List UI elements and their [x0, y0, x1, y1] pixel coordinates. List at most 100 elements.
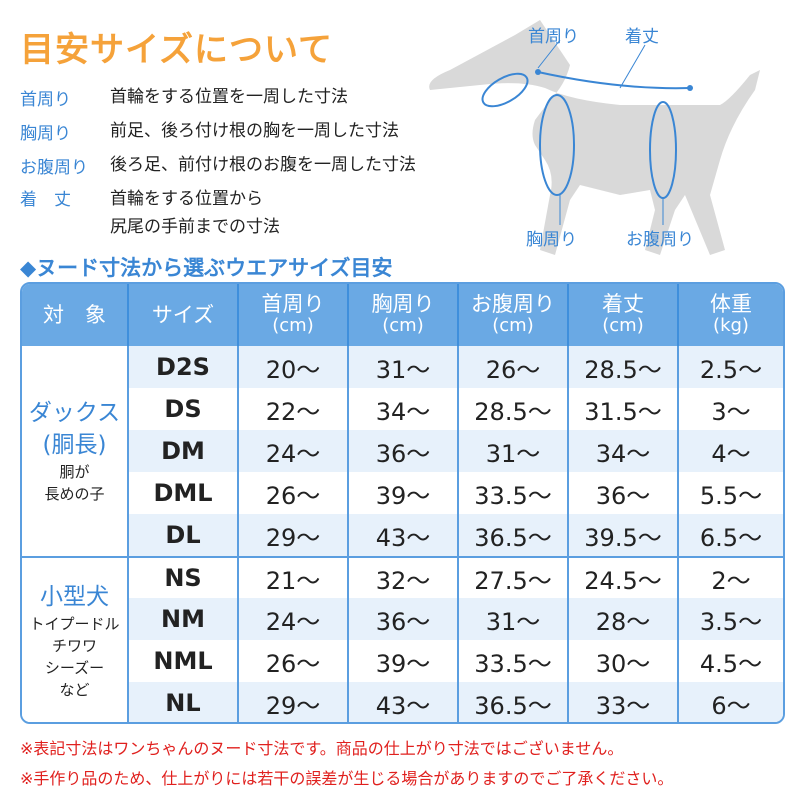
- size-cell: NS: [129, 556, 239, 598]
- value-cell: 36〜: [569, 472, 679, 514]
- value-cell: 31〜: [349, 346, 459, 388]
- value-cell: 29〜: [239, 682, 349, 722]
- header-label: 胸周り: [371, 292, 435, 316]
- value-cell: 3〜: [711, 397, 751, 426]
- value-cell: 31〜: [459, 430, 569, 472]
- header-label: 対 象: [43, 303, 106, 327]
- table-title: ◆ヌード寸法から選ぶウエアサイズ目安: [20, 256, 393, 280]
- label-neck: 首周り: [528, 27, 579, 47]
- term: お腹周り: [20, 157, 88, 178]
- size-table: 対 象サイズ 首周り (cm) 胸周り (cm) お腹周り (cm) 着丈 (cm) 体重 (kg)…: [20, 282, 785, 724]
- value-cell: 28.5〜: [459, 388, 569, 430]
- value-cell: 21〜: [239, 556, 349, 598]
- group-examples: 胴が 長めの子: [44, 463, 105, 503]
- term: 胸周り: [20, 123, 71, 144]
- value-cell: 31〜: [459, 598, 569, 640]
- value-cell: 33.5〜: [459, 472, 569, 514]
- definition-item: 首周り 首輪をする位置を一周した寸法: [20, 80, 416, 114]
- value-cell: 3.5〜: [679, 598, 783, 640]
- table-header-cell: 着丈 (cm): [569, 284, 679, 346]
- dog-diagram-illustration: [429, 20, 760, 255]
- value-cell: 24〜: [239, 430, 349, 472]
- group-name: 小型犬: [40, 584, 109, 610]
- value-cell: 28〜: [569, 598, 679, 640]
- value-cell: 39〜: [349, 640, 459, 682]
- table-header-cell: 胸周り (cm): [349, 284, 459, 346]
- label-belly: お腹周り: [626, 230, 694, 250]
- definition-item: 着 丈 首輪をする位置から 尻尾の手前までの寸法: [20, 182, 416, 242]
- value-cell: 39.5〜: [569, 514, 679, 556]
- header-unit: (cm): [272, 315, 314, 336]
- value-cell: 24.5〜: [569, 556, 679, 598]
- header-unit: (kg): [713, 315, 749, 336]
- label-length: 着丈: [625, 27, 659, 47]
- value-cell: 4.5〜: [699, 649, 763, 678]
- value-cell: 31.5〜: [569, 388, 679, 430]
- size-cell: DM: [129, 430, 239, 472]
- value-cell: 36.5〜: [459, 514, 569, 556]
- value-cell: 28.5〜: [569, 346, 679, 388]
- description: 後ろ足、前付け根のお腹を一周した寸法: [110, 155, 416, 175]
- definition-item: 胸周り 前足、後ろ付け根の胸を一周した寸法: [20, 114, 416, 148]
- header-label: サイズ: [151, 303, 215, 327]
- header-label: 体重: [710, 292, 752, 316]
- page-title: 目安サイズについて: [20, 30, 333, 70]
- value-cell: 34〜: [349, 388, 459, 430]
- table-header-cell: 対 象: [22, 284, 129, 346]
- value-cell: 29〜: [239, 514, 349, 556]
- description: 首輪をする位置から 尻尾の手前までの寸法: [110, 189, 280, 237]
- value-cell: 22〜: [239, 388, 349, 430]
- value-cell: 30〜: [569, 640, 679, 682]
- group-examples: トイプードル チワワ シーズー など: [29, 615, 120, 699]
- note: ※表記寸法はワンちゃんのヌード寸法です。商品の仕上がり寸法ではございません。: [20, 739, 624, 758]
- term: 着 丈: [20, 190, 71, 210]
- size-cell: NML: [129, 640, 239, 682]
- value-cell: 36〜: [349, 430, 459, 472]
- header-unit: (cm): [602, 315, 644, 336]
- size-cell: NM: [129, 598, 239, 640]
- note: ※手作り品のため、仕上がりには若干の誤差が生じる場合がありますのでご了承ください…: [20, 769, 674, 788]
- header-label: 首周り: [261, 292, 325, 316]
- description: 首輪をする位置を一周した寸法: [110, 87, 348, 107]
- notes: ※表記寸法はワンちゃんのヌード寸法です。商品の仕上がり寸法ではございません。 ※…: [20, 734, 673, 794]
- group-cell: ダックス (胴長) 胴が 長めの子: [22, 346, 129, 556]
- value-cell: 20〜: [239, 346, 349, 388]
- table-header-cell: 体重 (kg): [679, 284, 783, 346]
- term: 首周り: [20, 89, 71, 110]
- value-cell: 33.5〜: [459, 640, 569, 682]
- group-cell: 小型犬トイプードル チワワ シーズー など: [22, 556, 129, 722]
- definitions-list: 首周り 首輪をする位置を一周した寸法 胸周り 前足、後ろ付け根の胸を一周した寸法 お…: [20, 80, 416, 242]
- header-label: 着丈: [602, 292, 644, 316]
- value-cell: 43〜: [349, 514, 459, 556]
- table-header-cell: サイズ: [129, 284, 239, 346]
- value-cell: 26〜: [239, 472, 349, 514]
- value-cell: 27.5〜: [459, 556, 569, 598]
- definition-item: お腹周り 後ろ足、前付け根のお腹を一周した寸法: [20, 148, 416, 182]
- size-cell: DS: [129, 388, 239, 430]
- value-cell: 34〜: [569, 430, 679, 472]
- value-cell: 43〜: [349, 682, 459, 722]
- label-chest: 胸周り: [526, 230, 577, 250]
- value-cell: 6.5〜: [679, 514, 783, 556]
- size-cell: NL: [129, 682, 239, 722]
- value-cell: 5.5〜: [699, 481, 763, 510]
- value-cell: 36〜: [349, 598, 459, 640]
- value-cell: 6〜: [679, 682, 783, 722]
- value-cell: 36.5〜: [459, 682, 569, 722]
- header-unit: (cm): [492, 315, 534, 336]
- table-header-cell: 首周り (cm): [239, 284, 349, 346]
- size-cell: DML: [129, 472, 239, 514]
- size-cell: D2S: [129, 346, 239, 388]
- value-cell: 26〜: [459, 346, 569, 388]
- value-cell: 24〜: [239, 598, 349, 640]
- header-unit: (cm): [382, 315, 424, 336]
- value-cell: 4〜: [679, 430, 783, 472]
- value-cell: 32〜: [349, 556, 459, 598]
- value-cell: 2.5〜: [679, 346, 783, 388]
- header-label: お腹周り: [471, 292, 555, 316]
- value-cell: 26〜: [239, 640, 349, 682]
- value-cell: 33〜: [569, 682, 679, 722]
- group-name: ダックス (胴長): [28, 400, 121, 458]
- size-cell: DL: [129, 514, 239, 556]
- value-cell: 2〜: [679, 556, 783, 598]
